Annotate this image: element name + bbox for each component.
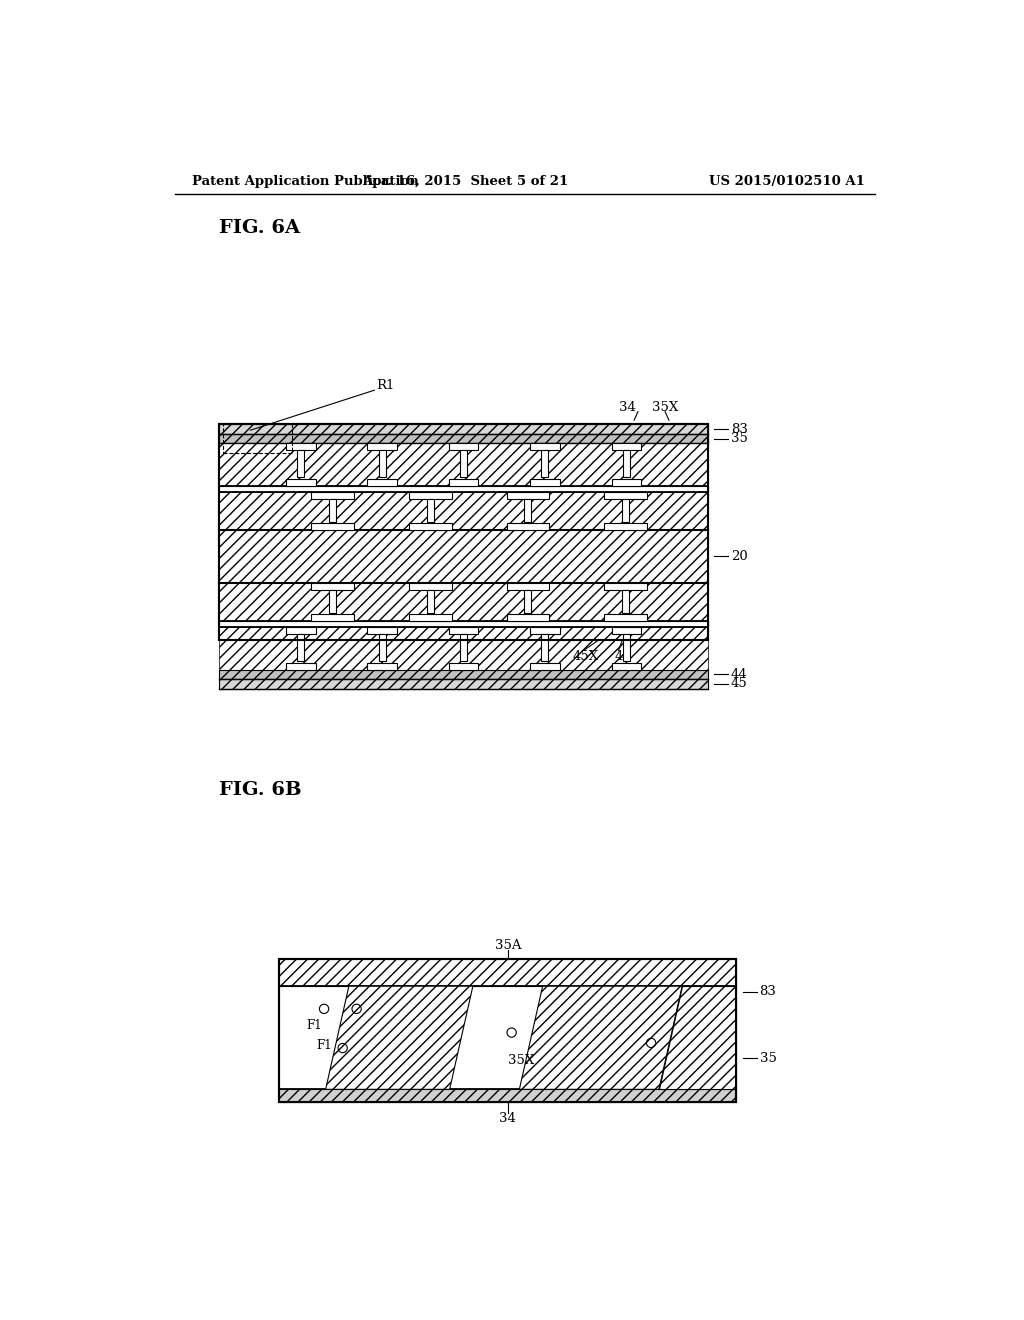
Bar <box>611 627 641 635</box>
Bar <box>286 444 315 450</box>
Bar <box>542 635 549 661</box>
Bar <box>611 479 641 486</box>
Text: 34: 34 <box>618 400 636 413</box>
Bar <box>623 635 630 661</box>
Bar <box>449 663 478 669</box>
Bar <box>286 663 315 669</box>
Bar <box>368 663 397 669</box>
Bar <box>329 499 336 521</box>
Text: 45X: 45X <box>572 649 598 663</box>
Bar <box>219 531 708 582</box>
Bar <box>460 450 467 478</box>
Text: 35X: 35X <box>652 400 678 413</box>
Bar <box>280 1089 736 1102</box>
Bar <box>622 590 629 612</box>
Bar <box>427 499 434 521</box>
Text: R1: R1 <box>376 379 394 392</box>
Bar <box>524 499 531 521</box>
Polygon shape <box>326 986 473 1089</box>
Bar <box>379 635 386 661</box>
Bar <box>368 444 397 450</box>
Text: 35A: 35A <box>495 939 521 952</box>
Bar <box>542 450 549 478</box>
Bar <box>507 492 549 499</box>
Text: 44: 44 <box>731 668 748 681</box>
Bar <box>530 663 560 669</box>
Text: 83: 83 <box>760 986 776 998</box>
Bar <box>219 486 708 492</box>
Text: 83: 83 <box>731 422 748 436</box>
Bar <box>219 678 708 689</box>
Bar <box>507 582 549 590</box>
Polygon shape <box>658 986 736 1089</box>
Bar <box>286 627 315 635</box>
Bar <box>368 627 397 635</box>
Bar <box>530 627 560 635</box>
Bar <box>280 960 736 1102</box>
Bar <box>219 492 708 531</box>
Text: F1: F1 <box>316 1039 332 1052</box>
Bar <box>280 960 736 986</box>
Bar <box>623 450 630 478</box>
Text: 35: 35 <box>731 432 748 445</box>
Text: 46: 46 <box>614 649 632 663</box>
Bar <box>219 424 708 640</box>
Bar <box>297 635 304 661</box>
Text: FIG. 6B: FIG. 6B <box>219 781 302 799</box>
Bar <box>460 635 467 661</box>
Bar <box>222 424 292 453</box>
Text: Apr. 16, 2015  Sheet 5 of 21: Apr. 16, 2015 Sheet 5 of 21 <box>362 176 568 187</box>
Bar <box>219 669 708 678</box>
Bar <box>409 582 452 590</box>
Text: 35: 35 <box>760 1052 776 1065</box>
Bar <box>311 582 354 590</box>
Bar <box>368 479 397 486</box>
Bar <box>611 444 641 450</box>
Bar <box>409 524 452 531</box>
Text: FIG. 6A: FIG. 6A <box>219 219 301 236</box>
Bar <box>524 590 531 612</box>
Bar <box>530 479 560 486</box>
Bar <box>604 524 647 531</box>
Bar <box>409 492 452 499</box>
Bar <box>219 444 708 486</box>
Bar <box>219 582 708 622</box>
Text: 35X: 35X <box>508 1053 535 1067</box>
Bar <box>379 450 386 478</box>
Bar <box>219 434 708 444</box>
Bar <box>604 582 647 590</box>
Polygon shape <box>519 986 682 1089</box>
Bar <box>409 614 452 622</box>
Bar <box>604 492 647 499</box>
Bar <box>530 444 560 450</box>
Bar <box>219 424 708 434</box>
Bar <box>286 479 315 486</box>
Bar <box>604 614 647 622</box>
Bar <box>622 499 629 521</box>
Bar <box>311 614 354 622</box>
Text: 34: 34 <box>500 1111 516 1125</box>
Bar <box>280 960 736 1102</box>
Bar <box>449 444 478 450</box>
Bar <box>507 524 549 531</box>
Text: Patent Application Publication: Patent Application Publication <box>193 176 419 187</box>
Bar <box>611 663 641 669</box>
Bar <box>449 479 478 486</box>
Text: F1: F1 <box>306 1019 322 1032</box>
Text: US 2015/0102510 A1: US 2015/0102510 A1 <box>710 176 865 187</box>
Text: 45: 45 <box>731 677 748 690</box>
Bar <box>427 590 434 612</box>
Bar <box>311 524 354 531</box>
Bar <box>311 492 354 499</box>
Bar <box>329 590 336 612</box>
Bar <box>297 450 304 478</box>
Bar <box>219 622 708 627</box>
Bar <box>219 424 708 640</box>
Bar <box>219 627 708 669</box>
Bar <box>507 614 549 622</box>
Bar <box>449 627 478 635</box>
Text: 20: 20 <box>731 550 748 564</box>
